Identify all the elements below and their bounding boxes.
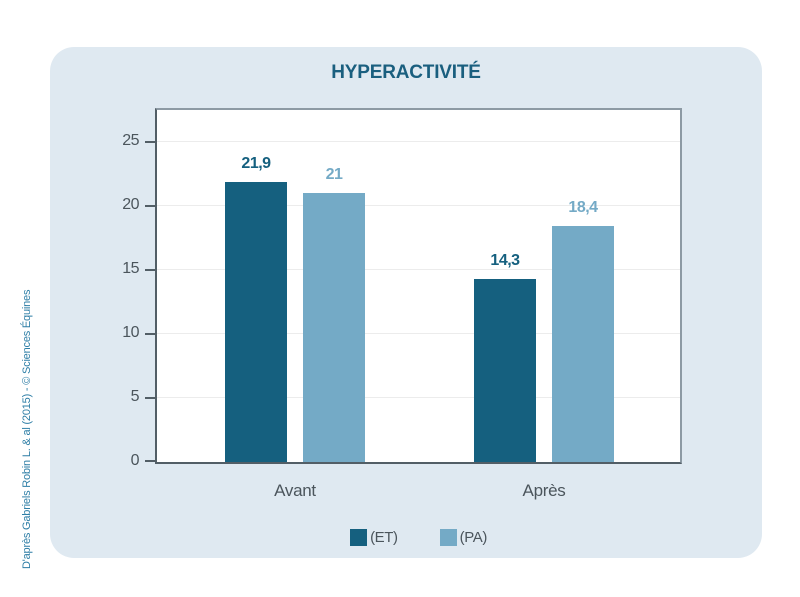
chart-card: HYPERACTIVITÉ 0 5 10 15 20 25 21,9 21 Avant 14,3 1… xyxy=(50,47,762,558)
legend-label: (ET) xyxy=(370,529,398,546)
y-tick-label-5: 5 xyxy=(130,388,140,405)
y-tick-15 xyxy=(145,269,155,271)
y-tick-label-25: 25 xyxy=(122,132,139,149)
y-tick-20 xyxy=(145,205,155,207)
bar-series-0-Avant xyxy=(225,182,287,462)
legend: (ET) (PA) xyxy=(157,529,680,546)
source-credit: D'après Gabriels Robin L. & al (2015) - … xyxy=(21,289,33,569)
gridline-25 xyxy=(157,141,680,142)
y-tick-0 xyxy=(145,460,155,462)
plot-area: 0 5 10 15 20 25 21,9 21 Avant 14,3 18,4 Après (ET) (P… xyxy=(122,108,682,546)
bar-value-label: 18,4 xyxy=(568,199,598,216)
bar-series-1-Après xyxy=(552,226,614,462)
gridline-5 xyxy=(157,397,680,398)
legend-label: (PA) xyxy=(459,529,488,546)
bar-series-1-Avant xyxy=(303,193,365,462)
y-tick-label-0: 0 xyxy=(130,452,140,469)
legend-item-0: (ET) xyxy=(350,529,398,546)
bar-value-label: 21 xyxy=(325,166,343,183)
y-tick-5 xyxy=(145,397,155,399)
gridline-15 xyxy=(157,269,680,270)
y-tick-25 xyxy=(145,141,155,143)
y-tick-10 xyxy=(145,333,155,335)
bar-series-0-Après xyxy=(474,279,536,462)
bar-value-label: 14,3 xyxy=(490,252,520,269)
y-tick-label-10: 10 xyxy=(122,324,139,341)
gridline-10 xyxy=(157,333,680,334)
chart-title: HYPERACTIVITÉ xyxy=(331,62,481,83)
y-tick-label-15: 15 xyxy=(122,260,139,277)
gridline-20 xyxy=(157,205,680,206)
legend-item-1: (PA) xyxy=(439,529,488,546)
legend-swatch-icon xyxy=(350,529,368,546)
bar-value-label: 21,9 xyxy=(241,155,271,172)
y-tick-label-20: 20 xyxy=(122,196,139,213)
x-axis-label-Avant: Avant xyxy=(274,481,316,500)
x-axis-label-Après: Après xyxy=(522,481,566,500)
legend-swatch-icon xyxy=(439,529,457,546)
